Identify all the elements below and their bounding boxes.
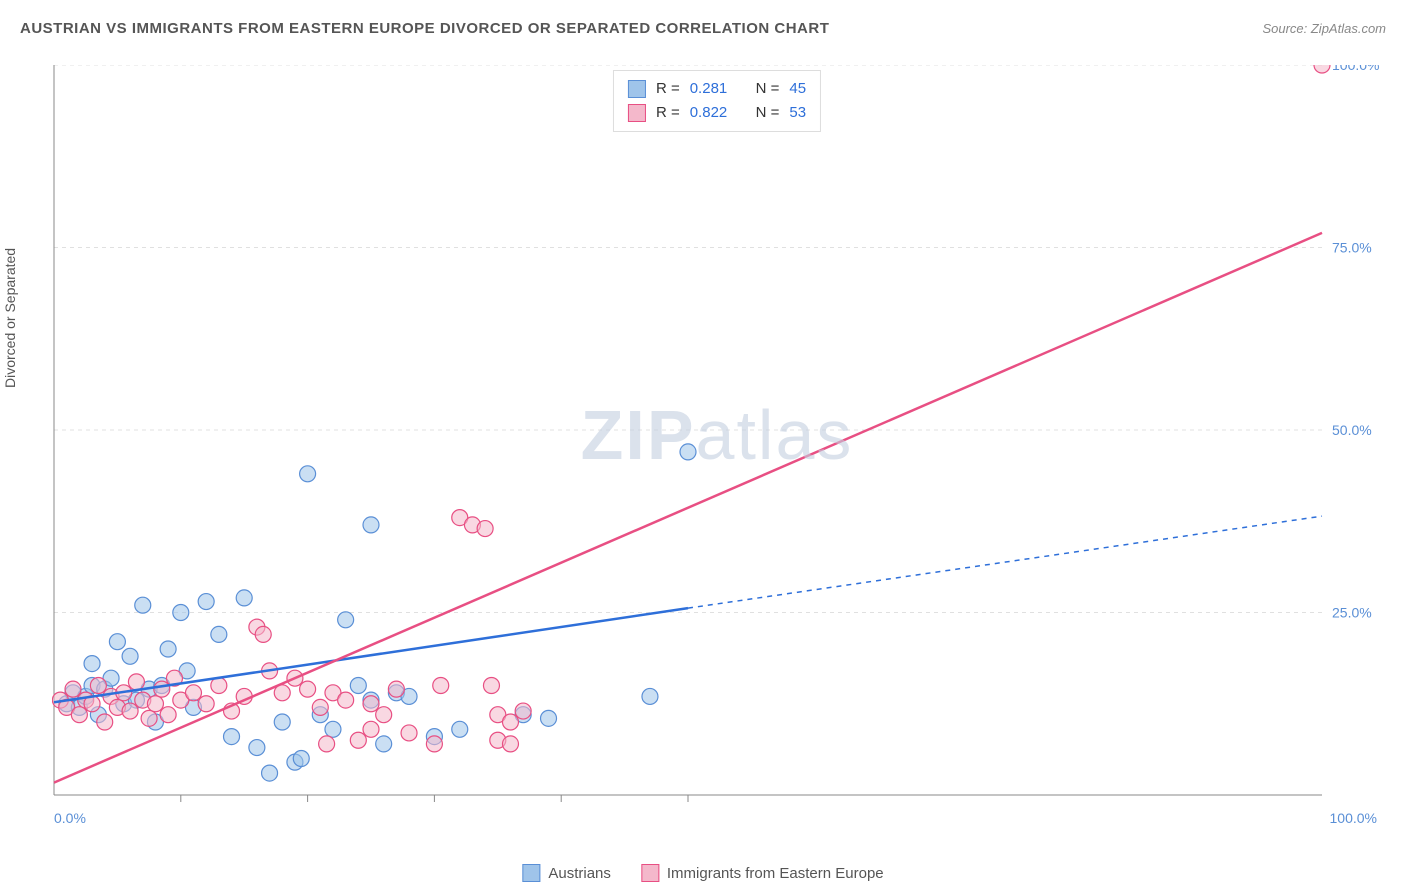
r-value: 0.822	[690, 101, 728, 125]
chart-header: AUSTRIAN VS IMMIGRANTS FROM EASTERN EURO…	[20, 20, 1386, 37]
series-swatch	[628, 80, 646, 98]
svg-text:100.0%: 100.0%	[1330, 810, 1377, 826]
svg-text:75.0%: 75.0%	[1332, 240, 1372, 256]
svg-text:100.0%: 100.0%	[1332, 65, 1379, 73]
series-swatch	[641, 864, 659, 882]
n-label: N =	[756, 77, 780, 101]
chart-area: 25.0%50.0%75.0%100.0%0.0%100.0% ZIPatlas…	[52, 65, 1382, 835]
n-value: 45	[789, 77, 806, 101]
chart-title: AUSTRIAN VS IMMIGRANTS FROM EASTERN EURO…	[20, 20, 829, 37]
stats-row: R = 0.822 N = 53	[628, 101, 806, 125]
svg-text:50.0%: 50.0%	[1332, 422, 1372, 438]
stats-row: R = 0.281 N = 45	[628, 77, 806, 101]
source-label: Source: ZipAtlas.com	[1262, 21, 1386, 36]
y-axis-label: Divorced or Separated	[2, 248, 18, 388]
series-legend: Austrians Immigrants from Eastern Europe	[522, 864, 883, 882]
stats-legend: R = 0.281 N = 45 R = 0.822 N = 53	[613, 70, 821, 132]
svg-text:0.0%: 0.0%	[54, 810, 86, 826]
series-swatch	[522, 864, 540, 882]
svg-text:25.0%: 25.0%	[1332, 605, 1372, 621]
scatter-plot: 25.0% 50.0% 75.0% 100.0% 0.0% 100.0%	[52, 65, 1382, 835]
legend-label: Austrians	[548, 865, 611, 882]
legend-item: Austrians	[522, 864, 611, 882]
series-swatch	[628, 104, 646, 122]
r-value: 0.281	[690, 77, 728, 101]
n-value: 53	[789, 101, 806, 125]
legend-item: Immigrants from Eastern Europe	[641, 864, 884, 882]
r-label: R =	[656, 101, 680, 125]
legend-label: Immigrants from Eastern Europe	[667, 865, 884, 882]
r-label: R =	[656, 77, 680, 101]
n-label: N =	[756, 101, 780, 125]
